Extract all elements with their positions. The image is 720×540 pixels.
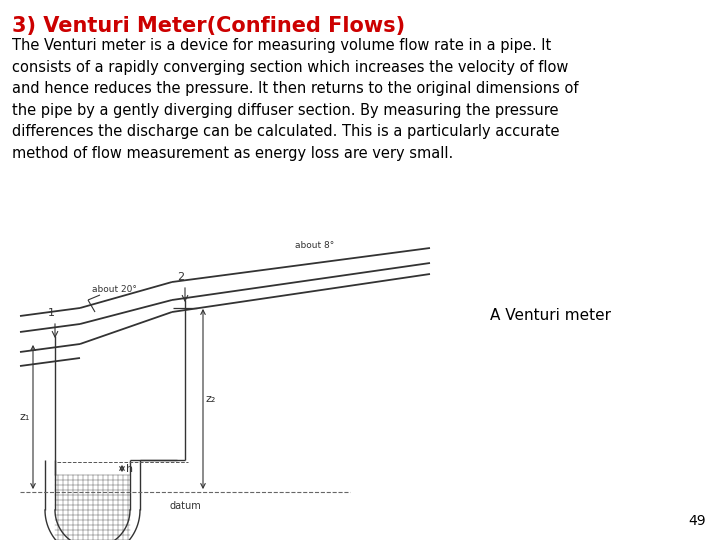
Text: 49: 49 — [688, 514, 706, 528]
Text: h: h — [126, 463, 133, 474]
Text: 3) Venturi Meter(Confined Flows): 3) Venturi Meter(Confined Flows) — [12, 16, 405, 36]
Text: datum: datum — [169, 501, 201, 511]
Text: z₁: z₁ — [19, 412, 30, 422]
Text: The Venturi meter is a device for measuring volume flow rate in a pipe. It
consi: The Venturi meter is a device for measur… — [12, 38, 578, 161]
Text: about 20°: about 20° — [92, 286, 137, 294]
Text: about 8°: about 8° — [295, 240, 334, 249]
Text: A Venturi meter: A Venturi meter — [490, 307, 611, 322]
Text: 1: 1 — [48, 308, 55, 318]
Text: z₂: z₂ — [206, 394, 217, 404]
Text: 2: 2 — [177, 272, 184, 282]
